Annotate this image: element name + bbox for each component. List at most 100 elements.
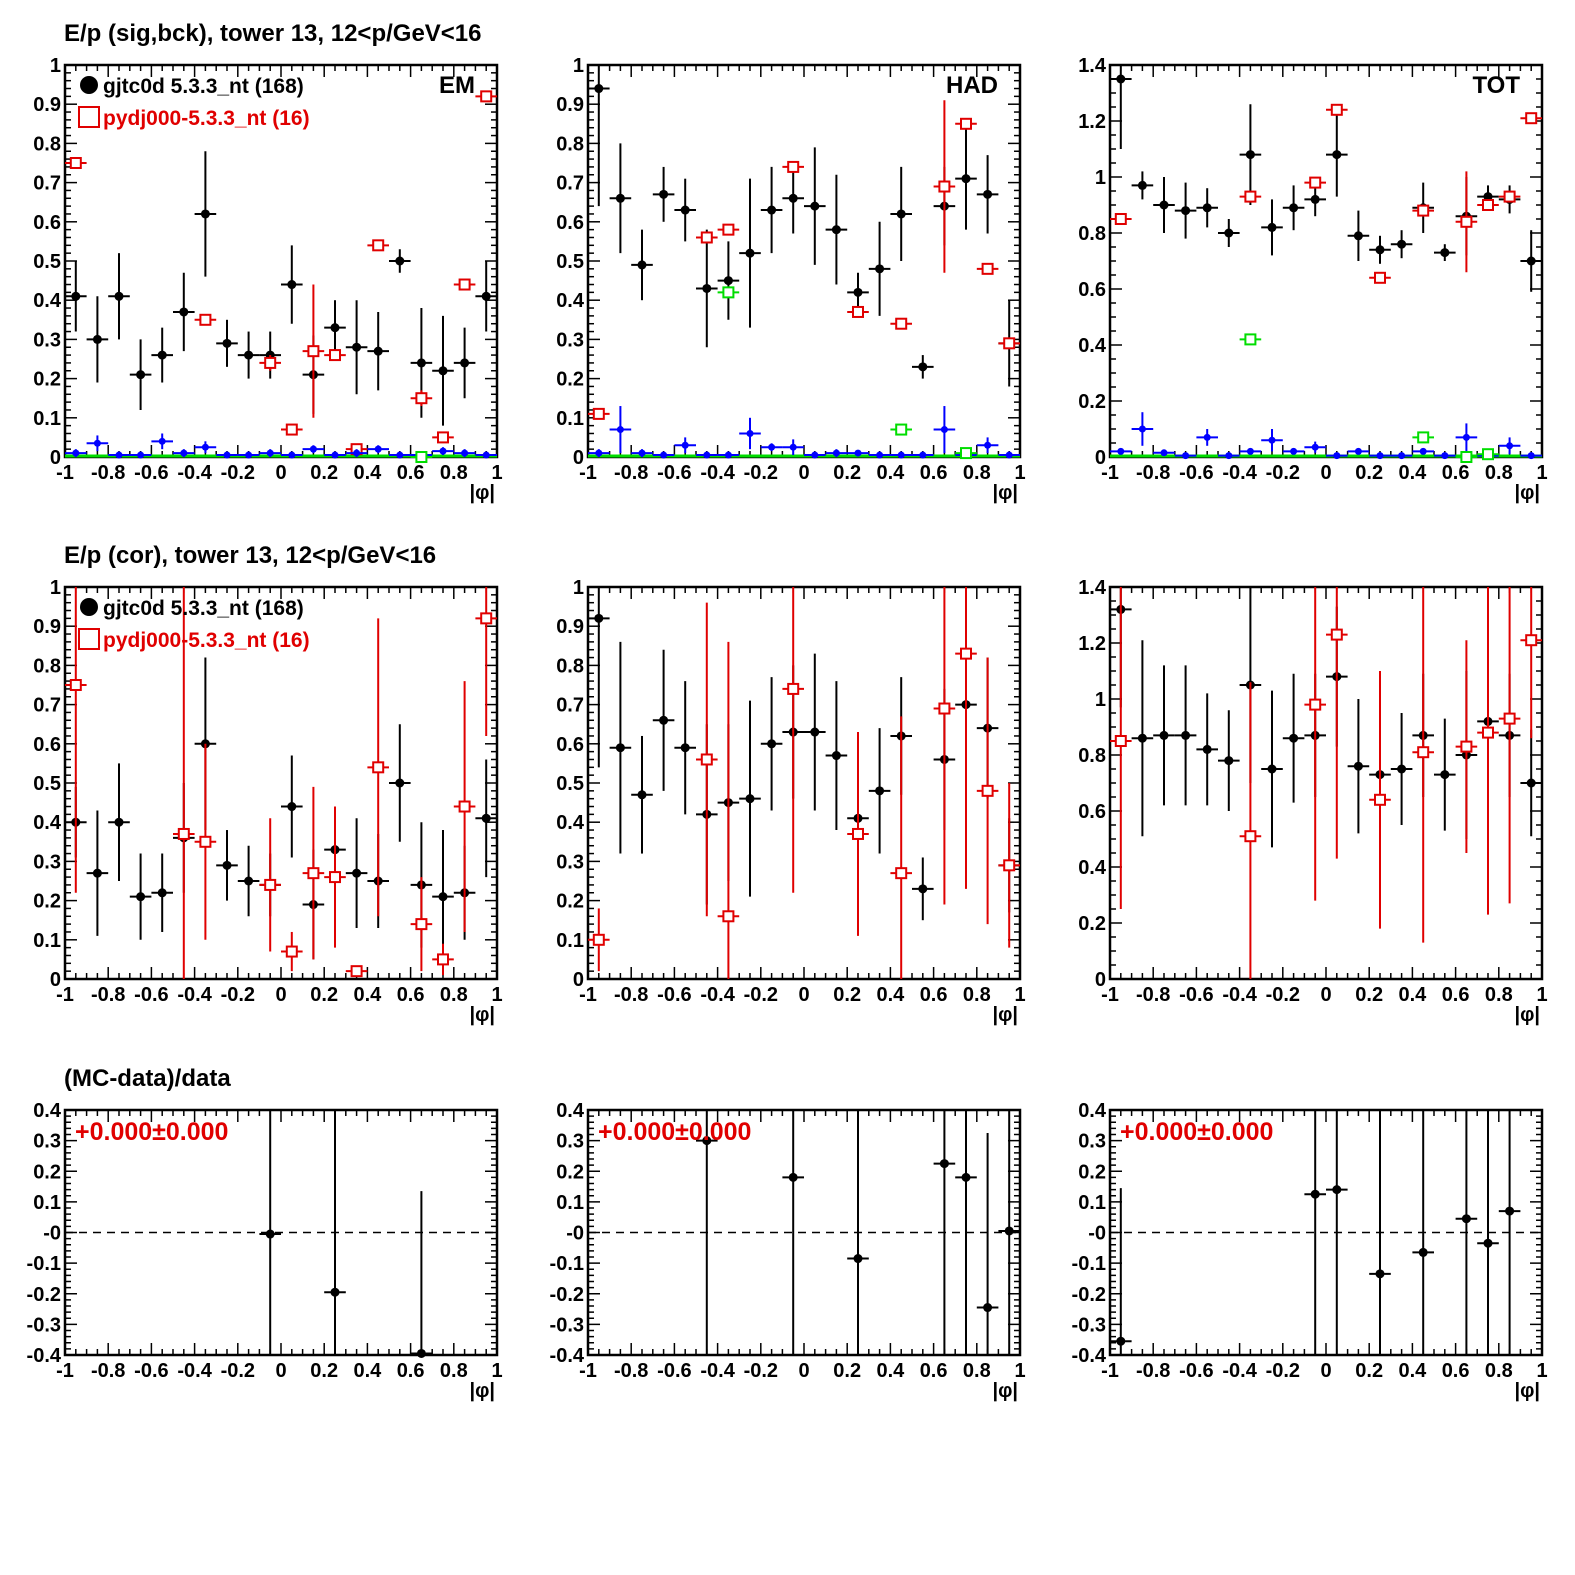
- x-tick-label: 0.6: [1442, 462, 1470, 484]
- x-tick-label: 0.2: [833, 1360, 861, 1382]
- y-tick-label: -0: [43, 1223, 61, 1245]
- y-tick-label: 0.7: [556, 695, 584, 717]
- x-tick-label: -0.8: [614, 984, 648, 1006]
- background-point: [1441, 452, 1449, 460]
- x-tick-label: -1: [1101, 462, 1119, 484]
- background-point: [1246, 447, 1254, 455]
- x-tick-label: 0.4: [353, 984, 382, 1006]
- data-point: [745, 248, 755, 258]
- y-tick-label: 1.2: [1078, 111, 1106, 133]
- data-point: [896, 209, 906, 219]
- data-point: [594, 613, 604, 623]
- data-point: [1505, 1206, 1515, 1216]
- mc-point: [415, 392, 428, 405]
- mc-point: [1417, 204, 1430, 217]
- mc-point: [938, 180, 951, 193]
- x-axis-label: |φ|: [470, 1380, 496, 1402]
- y-tick-label: 0.5: [556, 773, 584, 795]
- data-point: [1440, 248, 1450, 258]
- y-tick-label: 1: [1095, 689, 1106, 711]
- y-tick-label: 0.3: [33, 329, 61, 351]
- background-point: [158, 437, 166, 445]
- x-tick-label: 0: [798, 462, 809, 484]
- x-tick-label: 1: [1014, 462, 1025, 484]
- background-point: [897, 451, 905, 459]
- x-tick-label: 0: [1320, 462, 1331, 484]
- mc-point: [1460, 215, 1473, 228]
- mc-point: [592, 933, 605, 946]
- data-point: [1483, 1238, 1493, 1248]
- x-tick-label: 0.8: [963, 462, 991, 484]
- mc-point: [1417, 431, 1430, 444]
- fit-result-text: +0.000±0.000: [75, 1118, 228, 1146]
- data-point: [1116, 1336, 1126, 1346]
- y-tick-label: 0.6: [556, 212, 584, 234]
- legend-label-data: gjtc0d 5.3.3_nt (168): [103, 597, 304, 620]
- background-point: [854, 449, 862, 457]
- y-tick-label: 0.2: [1078, 1161, 1106, 1183]
- data-point: [788, 193, 798, 203]
- mc-point: [285, 945, 298, 958]
- background-point: [180, 449, 188, 457]
- y-tick-label: 0: [50, 447, 61, 469]
- y-tick-label: 0.3: [556, 329, 584, 351]
- fit-result-text: +0.000±0.000: [598, 1118, 751, 1146]
- background-point: [703, 451, 711, 459]
- background-point: [1376, 452, 1384, 460]
- x-tick-label: 0.2: [310, 984, 338, 1006]
- y-tick-label: 1: [50, 577, 61, 599]
- x-tick-label: 0: [1320, 1360, 1331, 1382]
- x-tick-label: -0.8: [91, 1360, 125, 1382]
- mc-point: [787, 682, 800, 695]
- panel-row3-col1: -1 -0.8 -0.6 -0.4 -0.2 0 0.2 0.4 0.6 0.8 1|φ|-0.4-…: [27, 1100, 503, 1402]
- mc-point: [307, 345, 320, 358]
- y-tick-label: 0.4: [1078, 335, 1107, 357]
- data-point: [1353, 761, 1363, 771]
- data-point: [615, 193, 625, 203]
- x-tick-label: 0.6: [397, 984, 425, 1006]
- data-point: [961, 174, 971, 184]
- data-point: [92, 868, 102, 878]
- x-tick-label: -0.4: [700, 1360, 735, 1382]
- data-point: [114, 817, 124, 827]
- x-tick-label: -1: [56, 984, 74, 1006]
- background-point: [1005, 451, 1013, 459]
- y-tick-label: 0.3: [33, 851, 61, 873]
- mc-point: [372, 761, 385, 774]
- x-axis-label: |φ|: [993, 1004, 1019, 1026]
- x-tick-label: -0.2: [221, 984, 255, 1006]
- background-point: [93, 439, 101, 447]
- background-point: [724, 451, 732, 459]
- series-aux-0: [696, 1110, 1020, 1355]
- x-tick-label: -0.2: [1266, 462, 1300, 484]
- background-point: [746, 429, 754, 437]
- x-axis-label: |φ|: [470, 1004, 496, 1026]
- x-tick-label: -0.2: [744, 984, 778, 1006]
- x-tick-label: 0: [275, 984, 286, 1006]
- data-point: [1245, 150, 1255, 160]
- data-point: [659, 715, 669, 725]
- mc-point: [177, 827, 190, 840]
- x-tick-label: -0.4: [177, 1360, 212, 1382]
- y-tick-label: 0.2: [33, 1161, 61, 1183]
- y-tick-label: 0.1: [33, 1192, 61, 1214]
- series-gjtc0d-5-3-3-nt-168-: [588, 587, 1020, 921]
- mc-point: [285, 423, 298, 436]
- fit-result-text: +0.000±0.000: [1120, 1118, 1273, 1146]
- data-point: [1310, 194, 1320, 204]
- x-tick-label: -0.2: [1266, 984, 1300, 1006]
- x-tick-label: 0.8: [1485, 1360, 1513, 1382]
- y-tick-label: 0.3: [33, 1131, 61, 1153]
- mc-point: [264, 878, 277, 891]
- x-tick-label: 1: [1536, 462, 1547, 484]
- x-tick-label: -0.8: [91, 462, 125, 484]
- mc-point: [458, 800, 471, 813]
- data-point: [136, 370, 146, 380]
- y-tick-label: 0: [1095, 969, 1106, 991]
- data-point: [1375, 1269, 1385, 1279]
- mc-point: [1503, 190, 1516, 203]
- y-tick-label: 0.4: [1078, 857, 1107, 879]
- background-point: [1290, 447, 1298, 455]
- data-point: [136, 892, 146, 902]
- data-point: [92, 334, 102, 344]
